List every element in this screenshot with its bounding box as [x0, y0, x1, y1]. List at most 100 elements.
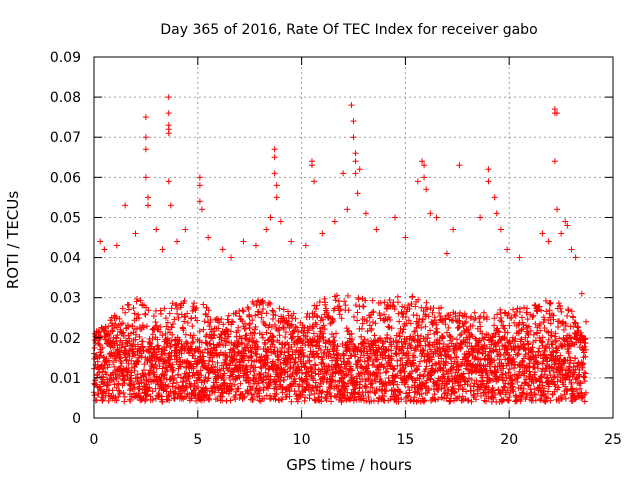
- data-point: [200, 357, 207, 364]
- data-point: [570, 314, 577, 321]
- data-point: [348, 330, 355, 337]
- data-point: [384, 303, 391, 310]
- data-point: [535, 365, 542, 372]
- data-point: [132, 331, 139, 338]
- data-point: [124, 321, 131, 328]
- data-point: [301, 397, 308, 404]
- data-point: [153, 365, 160, 372]
- data-point: [333, 292, 340, 299]
- data-point: [196, 198, 203, 205]
- data-point: [559, 371, 566, 378]
- data-point: [512, 336, 519, 343]
- data-point: [116, 354, 123, 361]
- data-point: [341, 298, 348, 305]
- data-point: [496, 346, 503, 353]
- x-tick-labels: 0 5 10 15 20 25: [90, 432, 622, 448]
- data-point: [227, 397, 234, 404]
- data-point: [204, 365, 211, 372]
- data-point: [571, 369, 578, 376]
- data-point: [135, 311, 142, 318]
- data-point: [273, 182, 280, 189]
- data-point: [418, 390, 425, 397]
- data-point: [437, 348, 444, 355]
- data-point: [420, 373, 427, 380]
- data-point: [431, 316, 438, 323]
- data-point: [234, 341, 241, 348]
- data-point: [400, 310, 407, 317]
- data-point: [248, 391, 255, 398]
- data-point: [202, 374, 209, 381]
- data-point: [318, 398, 325, 405]
- data-point: [257, 363, 264, 370]
- data-point: [564, 222, 571, 229]
- data-point: [159, 332, 166, 339]
- x-tick-label: 0: [90, 432, 99, 448]
- data-point: [109, 338, 116, 345]
- data-point: [506, 340, 513, 347]
- data-point: [411, 337, 418, 344]
- data-point: [189, 323, 196, 330]
- data-point: [161, 375, 168, 382]
- data-point: [392, 214, 399, 221]
- data-point: [313, 302, 320, 309]
- data-point: [405, 317, 412, 324]
- data-point: [280, 325, 287, 332]
- data-point: [139, 338, 146, 345]
- data-point: [125, 360, 132, 367]
- data-point: [493, 373, 500, 380]
- data-point: [384, 332, 391, 339]
- data-point: [131, 367, 138, 374]
- data-point: [276, 305, 283, 312]
- data-point: [123, 357, 130, 364]
- data-point: [120, 390, 127, 397]
- data-point: [110, 324, 117, 331]
- data-point: [105, 397, 112, 404]
- data-point: [117, 348, 124, 355]
- data-point: [505, 339, 512, 346]
- data-point: [536, 396, 543, 403]
- data-point: [447, 367, 454, 374]
- data-point: [176, 354, 183, 361]
- data-point: [257, 386, 264, 393]
- data-point: [172, 388, 179, 395]
- data-point: [507, 373, 514, 380]
- data-point: [483, 343, 490, 350]
- data-point: [441, 390, 448, 397]
- data-point: [141, 361, 148, 368]
- data-point: [356, 166, 363, 173]
- data-point: [279, 319, 286, 326]
- data-point: [270, 308, 277, 315]
- data-point: [309, 341, 316, 348]
- data-point: [394, 299, 401, 306]
- data-point: [458, 361, 465, 368]
- data-point: [372, 320, 379, 327]
- data-point: [257, 398, 264, 405]
- data-point: [289, 315, 296, 322]
- data-point: [260, 300, 267, 307]
- data-point: [499, 371, 506, 378]
- data-point: [495, 329, 502, 336]
- data-point: [520, 385, 527, 392]
- data-point: [169, 361, 176, 368]
- data-point: [370, 308, 377, 315]
- data-point: [438, 304, 445, 311]
- data-point: [496, 389, 503, 396]
- data-point: [115, 381, 122, 388]
- data-point: [527, 327, 534, 334]
- data-point: [329, 366, 336, 373]
- data-point: [448, 317, 455, 324]
- data-point: [240, 238, 247, 245]
- data-point: [433, 214, 440, 221]
- data-point: [258, 314, 265, 321]
- data-point: [236, 358, 243, 365]
- data-point: [218, 337, 225, 344]
- data-point: [548, 332, 555, 339]
- data-point: [456, 323, 463, 330]
- data-point: [302, 394, 309, 401]
- data-point: [162, 330, 169, 337]
- data-point: [142, 174, 149, 181]
- data-point: [100, 365, 107, 372]
- data-point: [510, 355, 517, 362]
- data-point: [487, 359, 494, 366]
- data-point: [565, 307, 572, 314]
